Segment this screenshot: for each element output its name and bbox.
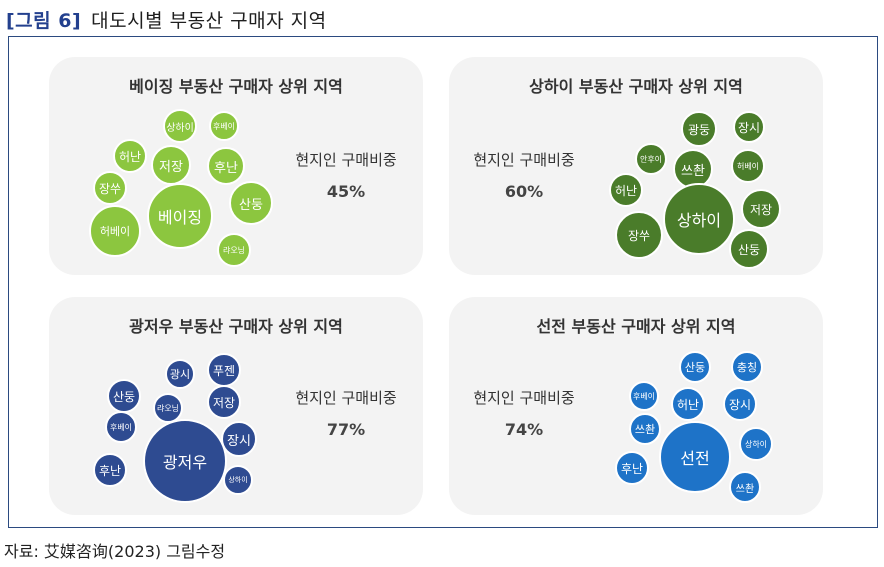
bubble-region: 산둥	[229, 181, 273, 225]
bubble-region: 산둥	[107, 379, 141, 413]
bubble-region: 허베이	[731, 149, 765, 183]
bubble-region: 후베이	[629, 381, 659, 411]
bubble-region: 허난	[113, 139, 147, 173]
stat-value: 45%	[326, 182, 366, 201]
panel-title: 베이징 부동산 구매자 상위 지역	[129, 77, 343, 96]
bubble-region: 베이징	[147, 183, 213, 249]
bubble-region: 장쑤	[615, 211, 663, 259]
panel-shanghai: 상하이 부동산 구매자 상위 지역 현지인 구매비중 60% 광둥 장시 안후이…	[449, 57, 823, 275]
bubble-region: 광저우	[143, 419, 227, 503]
stat-label: 현지인 구매비중	[295, 151, 397, 169]
stat-label: 현지인 구매비중	[473, 389, 575, 407]
bubble-region: 허난	[609, 173, 643, 207]
bubble-region: 산둥	[729, 229, 769, 269]
bubble-region: 장시	[723, 387, 757, 421]
bubble-region: 후난	[207, 147, 245, 185]
stat-value: 60%	[504, 182, 544, 201]
local-buyer-stat: 현지인 구매비중 77%	[281, 387, 411, 439]
figure-title-text: 대도시별 부동산 구매자 지역	[91, 10, 327, 32]
figure-number: [그림 6]	[6, 10, 82, 32]
bubble-region: 산둥	[679, 351, 711, 383]
figure-frame: 베이징 부동산 구매자 상위 지역 현지인 구매비중 45% 상하이 후베이 허…	[8, 36, 878, 528]
bubble-region: 광둥	[681, 111, 717, 147]
panel-guangzhou: 광저우 부동산 구매자 상위 지역 현지인 구매비중 77% 광시 푸젠 산둥 …	[49, 297, 423, 515]
bubble-region: 저장	[151, 145, 191, 185]
bubble-region: 안후이	[635, 143, 667, 175]
bubble-region: 쓰촨	[629, 413, 661, 445]
bubble-region: 랴오닝	[217, 233, 251, 267]
bubble-region: 상하이	[663, 183, 735, 255]
bubble-region: 저장	[741, 189, 781, 229]
panel-shenzhen: 선전 부동산 구매자 상위 지역 현지인 구매비중 74% 산둥 충칭 후베이 …	[449, 297, 823, 515]
bubble-region: 선전	[659, 421, 731, 493]
bubble-region: 상하이	[223, 465, 253, 495]
stat-value: 74%	[504, 420, 544, 439]
bubble-region: 후베이	[105, 411, 137, 443]
bubble-region: 장시	[733, 111, 765, 143]
bubble-region: 쓰촨	[729, 471, 761, 503]
bubble-region: 상하이	[163, 109, 197, 143]
bubble-region: 저장	[207, 385, 241, 419]
figure-title: [그림 6] 대도시별 부동산 구매자 지역	[6, 6, 327, 33]
bubble-region: 광시	[165, 359, 195, 389]
stat-value: 77%	[326, 420, 366, 439]
panel-beijing: 베이징 부동산 구매자 상위 지역 현지인 구매비중 45% 상하이 후베이 허…	[49, 57, 423, 275]
bubble-region: 허베이	[89, 205, 141, 257]
local-buyer-stat: 현지인 구매비중 45%	[281, 149, 411, 201]
stat-label: 현지인 구매비중	[295, 389, 397, 407]
bubble-region: 후난	[615, 451, 649, 485]
panel-title: 광저우 부동산 구매자 상위 지역	[129, 317, 343, 336]
bubble-region: 후난	[93, 453, 127, 487]
bubble-region: 후베이	[209, 111, 239, 141]
panel-title: 선전 부동산 구매자 상위 지역	[536, 317, 736, 336]
panel-title: 상하이 부동산 구매자 상위 지역	[529, 77, 743, 96]
stat-label: 현지인 구매비중	[473, 151, 575, 169]
source-note: 자료: 艾媒咨询(2023) 그림수정	[4, 542, 226, 561]
bubble-region: 허난	[671, 387, 705, 421]
bubble-region: 장쑤	[93, 171, 127, 205]
bubble-region: 상하이	[739, 427, 773, 461]
local-buyer-stat: 현지인 구매비중 74%	[459, 387, 589, 439]
bubble-region: 충칭	[731, 351, 763, 383]
bubble-region: 장시	[221, 421, 257, 457]
local-buyer-stat: 현지인 구매비중 60%	[459, 149, 589, 201]
bubble-region: 푸젠	[207, 353, 241, 387]
bubble-region: 쓰촨	[673, 149, 713, 189]
